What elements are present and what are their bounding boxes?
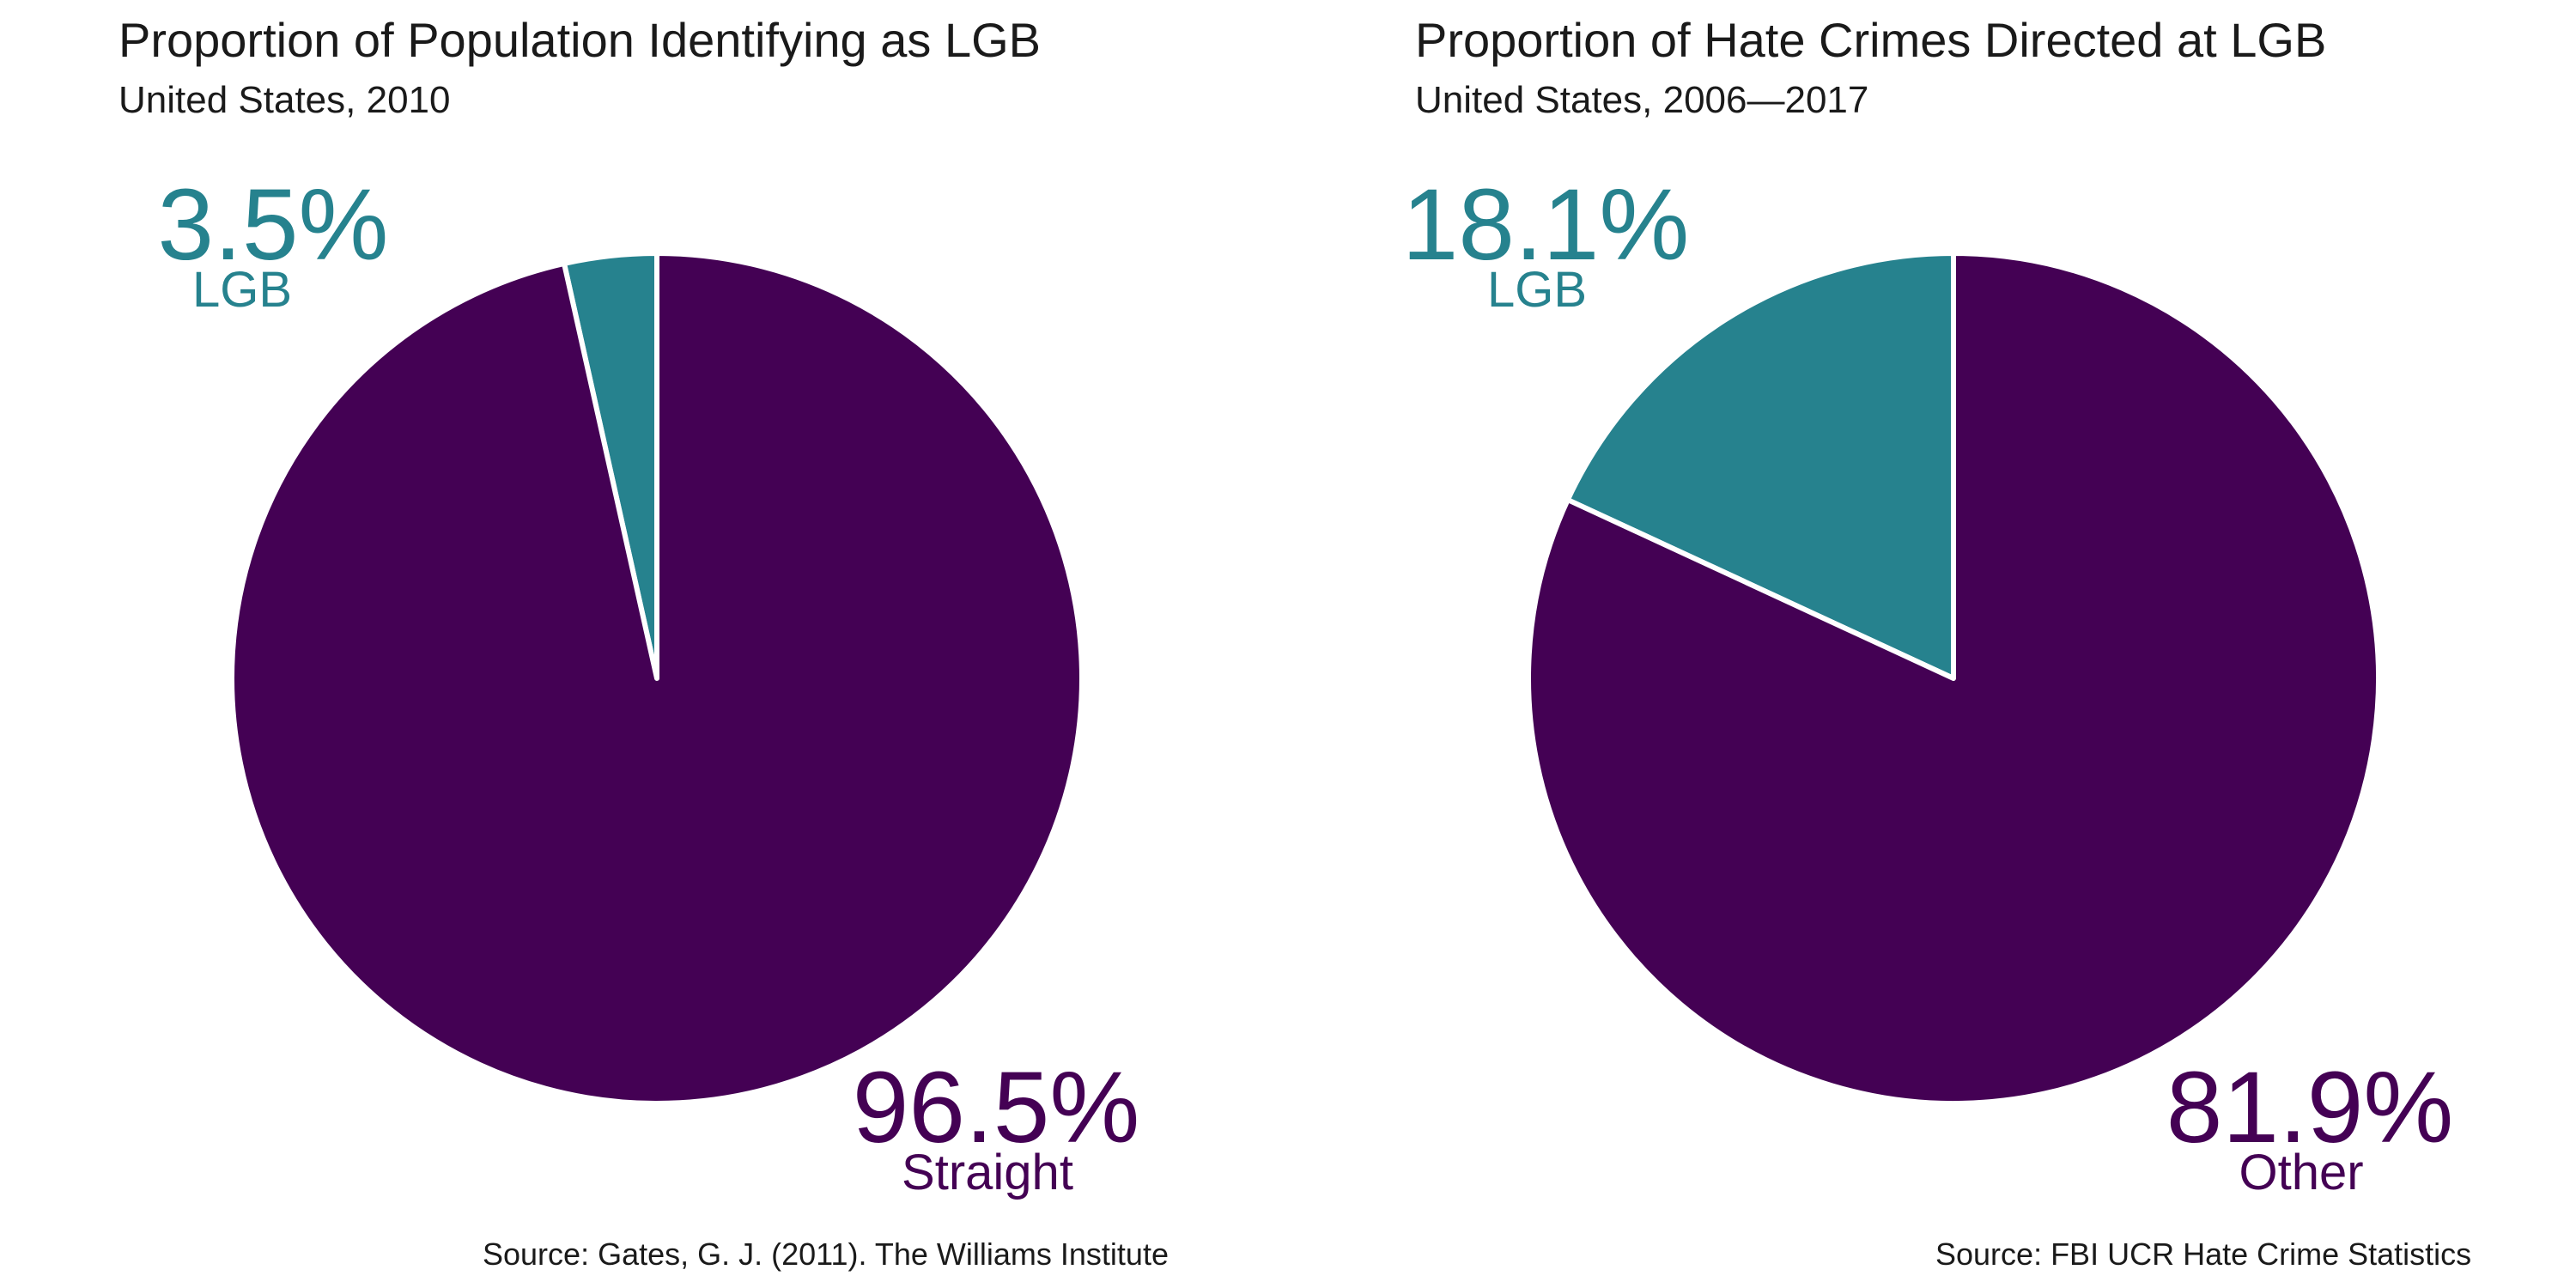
pie-slice-straight — [229, 251, 1084, 1106]
chart-subtitle: United States, 2006—2017 — [1415, 79, 1869, 121]
slice-category-label: Straight — [902, 1145, 1073, 1200]
pie-chart-svg: 18.1%LGB 81.9%Other — [1402, 168, 2454, 1200]
slice-category-label: LGB — [192, 262, 292, 318]
slice-category-label: LGB — [1487, 262, 1587, 318]
slice-value-label: 3.5% — [158, 168, 389, 282]
chart-source: Source: FBI UCR Hate Crime Statistics — [1935, 1236, 2472, 1272]
pie-chart-svg: 3.5%LGB 96.5%Straight — [158, 168, 1140, 1200]
slice-value-label: 18.1% — [1402, 168, 1690, 282]
slice-category-label: Other — [2239, 1145, 2363, 1200]
slice-value-label: 96.5% — [853, 1051, 1140, 1164]
pie-chart-panel-lgb-population: Proportion of Population Identifying as … — [118, 13, 1169, 1272]
pie-chart-panel-hate-crimes: Proportion of Hate Crimes Directed at LG… — [1297, 0, 2576, 1288]
pie-slice-lgb — [1564, 251, 1956, 681]
chart-subtitle: United States, 2010 — [118, 79, 451, 121]
chart-source: Source: Gates, G. J. (2011). The William… — [483, 1236, 1169, 1272]
chart-title: Proportion of Hate Crimes Directed at LG… — [1415, 13, 2327, 67]
chart-title: Proportion of Population Identifying as … — [118, 13, 1042, 67]
slice-value-label: 81.9% — [2166, 1051, 2454, 1164]
pie-slice-other — [1526, 251, 2381, 1106]
